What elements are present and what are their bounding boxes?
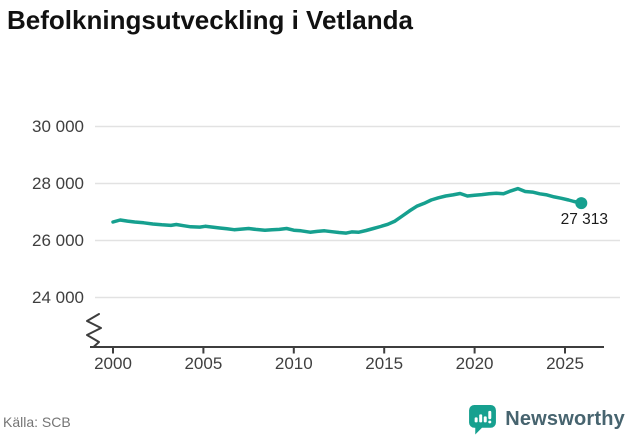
y-tick-label: 28 000 <box>32 173 84 193</box>
last-point-marker <box>575 197 588 210</box>
x-tick-label: 2005 <box>184 354 223 373</box>
y-tick-label: 24 000 <box>32 287 84 307</box>
y-axis-break-icon <box>86 313 102 348</box>
y-tick-label: 30 000 <box>32 116 84 136</box>
population-series-line <box>111 186 584 235</box>
page-title: Befolkningsutveckling i Vetlanda <box>7 5 413 35</box>
x-tick-label: 2010 <box>274 354 313 373</box>
x-tick-label: 2020 <box>455 354 494 373</box>
last-value-label: 27 313 <box>560 211 608 228</box>
newsworthy-logo[interactable]: Newsworthy <box>468 402 625 436</box>
x-tick-label: 2025 <box>546 354 584 373</box>
newsworthy-wordmark: Newsworthy <box>505 407 625 430</box>
y-tick-label: 26 000 <box>32 230 84 250</box>
newsworthy-bubble-barchart-icon <box>469 404 497 434</box>
source-caption: Källa: SCB <box>3 414 71 430</box>
x-tick-label: 2015 <box>365 354 404 373</box>
x-tick-label: 2000 <box>94 354 132 373</box>
